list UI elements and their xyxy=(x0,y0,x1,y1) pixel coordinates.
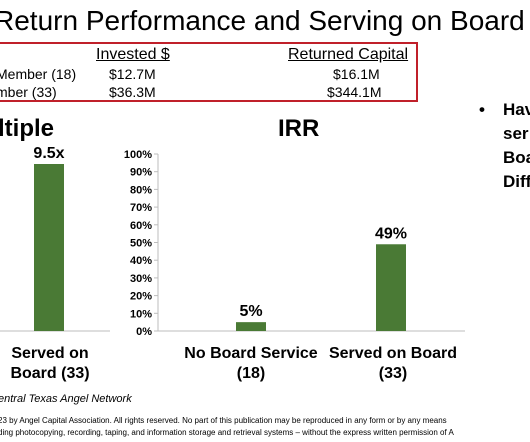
bullet-line: Hav xyxy=(503,100,530,119)
y-tick-label: 40% xyxy=(130,255,152,267)
slide-title: Return Performance and Serving on Board xyxy=(0,5,525,36)
table-cell-returned: $344.1M xyxy=(327,84,382,100)
y-tick-label: 60% xyxy=(130,220,152,232)
bullet-marker: • xyxy=(479,100,485,119)
source-note: entral Texas Angel Network xyxy=(0,393,132,405)
y-tick-label: 80% xyxy=(130,184,152,196)
y-tick-label: 70% xyxy=(130,202,152,214)
bullet-line: Boa xyxy=(503,148,530,167)
copyright-line: ding photocopying, recording, taping, an… xyxy=(0,428,454,437)
bullet-line: Diff xyxy=(503,172,530,191)
irr-chart: 0% 10% 20% 30% 40% 50% 60% 70% 80% 90% 100% 5% 49% xyxy=(124,149,465,338)
copyright-line: 23 by Angel Capital Association. All rig… xyxy=(0,416,447,425)
y-tick-label: 100% xyxy=(124,149,152,161)
irr-chart-title: IRR xyxy=(278,115,320,142)
category-label: No Board Service (18) xyxy=(184,345,318,382)
table-header-returned: Returned Capital xyxy=(288,46,409,63)
y-tick-label: 0% xyxy=(136,326,152,338)
table-header-invested: Invested $ xyxy=(96,46,170,63)
bullet-line: ser xyxy=(503,124,529,143)
multiple-chart: 9.5x xyxy=(0,145,110,332)
table-cell-invested: $36.3M xyxy=(109,84,156,100)
y-tick-label: 30% xyxy=(130,273,152,285)
y-tick-label: 90% xyxy=(130,167,152,179)
multiple-data-label: 9.5x xyxy=(33,145,64,162)
y-tick-label: 50% xyxy=(130,238,152,250)
irr-bar xyxy=(236,322,266,331)
irr-data-label: 49% xyxy=(375,225,407,242)
irr-bar xyxy=(376,244,406,331)
multiple-chart-title: ltiple xyxy=(0,115,55,142)
y-tick-label: 10% xyxy=(130,308,152,320)
table-cell-invested: $12.7M xyxy=(109,66,156,82)
category-label: Served on Board (33) xyxy=(10,345,90,382)
multiple-bar xyxy=(34,164,64,331)
table-cell-returned: $16.1M xyxy=(333,66,380,82)
irr-data-label: 5% xyxy=(239,303,262,320)
table-row-label: mber (33) xyxy=(0,84,57,100)
category-label: Served on Board (33) xyxy=(328,345,458,382)
y-tick-label: 20% xyxy=(130,291,152,303)
table-row-label: Member (18) xyxy=(0,66,77,82)
returns-table-frame xyxy=(0,42,418,102)
